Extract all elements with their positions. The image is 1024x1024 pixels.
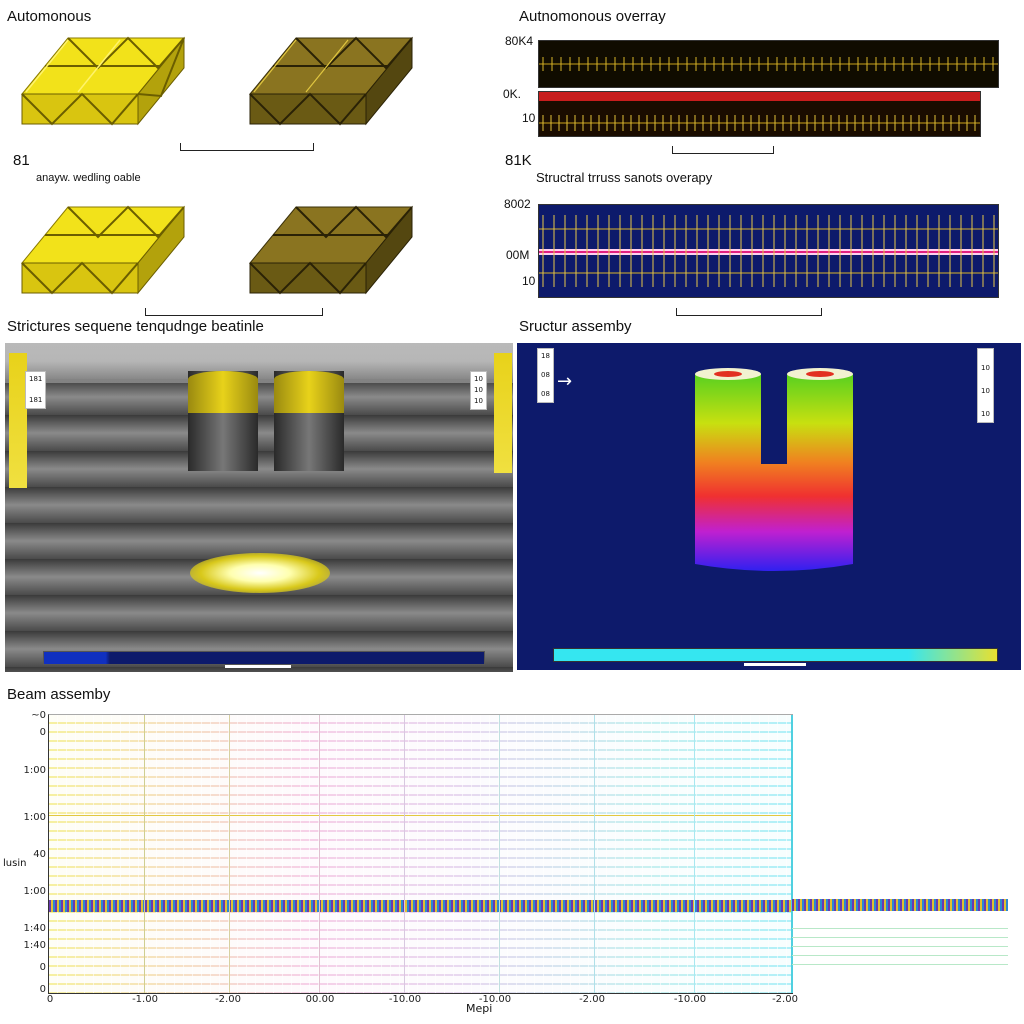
legend-right: 10 10 10 bbox=[977, 348, 994, 423]
arrow-icon: → bbox=[557, 371, 573, 392]
mid-left-title: Strictures sequene tenqudnge beatinle bbox=[7, 318, 264, 335]
strip2-label-1: 8002 bbox=[504, 197, 531, 211]
legend-entry: 10 bbox=[474, 375, 483, 383]
y-tick-label: 1:00 bbox=[23, 765, 46, 776]
chart-xlabel: Mepi bbox=[466, 1002, 493, 1015]
legend-entry: 10 bbox=[474, 397, 483, 405]
heatmap-model bbox=[695, 368, 855, 573]
vgrid bbox=[144, 715, 145, 993]
legend-entry: 08 bbox=[541, 371, 550, 379]
top-right-subtitle: Structral trruss sanots overapy bbox=[536, 170, 713, 185]
x-tick-label: -2.00 bbox=[772, 994, 798, 1005]
signal-strip-1b bbox=[538, 91, 981, 137]
x-tick-label: -10.00 bbox=[673, 994, 707, 1005]
y-tick-label: 1:00 bbox=[23, 886, 46, 897]
x-tick-label: -10.00 bbox=[388, 994, 422, 1005]
y-tick-label: 1:40 bbox=[23, 940, 46, 951]
legend-entry: 181 bbox=[29, 396, 43, 404]
x-tick-label: 0 bbox=[46, 994, 54, 1005]
truss-render-3 bbox=[18, 203, 188, 295]
signal-strip-2 bbox=[538, 204, 999, 298]
legend-entry: 10 bbox=[981, 387, 990, 395]
x-tick-label: -10.00 bbox=[478, 994, 512, 1005]
strip2-label-2: 00M bbox=[506, 248, 530, 262]
x-tick-label: 00.00 bbox=[305, 994, 335, 1005]
y-tick-label: 0 bbox=[39, 962, 46, 973]
render-panel-grey: 181 181 10 10 10 bbox=[5, 343, 513, 672]
x-tick-label: -1.00 bbox=[132, 994, 158, 1005]
top-left-caption: anayw. wedling oable bbox=[36, 172, 141, 184]
y-tick-label: 0 bbox=[39, 727, 46, 738]
legend-entry: 181 bbox=[29, 375, 43, 383]
extension-band bbox=[792, 899, 1008, 911]
scale-bar bbox=[145, 308, 323, 316]
scale-bar bbox=[180, 143, 314, 151]
truss-render-1 bbox=[18, 34, 188, 126]
cylinder-right bbox=[274, 371, 344, 471]
legend-right: 10 10 10 bbox=[470, 371, 487, 410]
truss-render-4 bbox=[246, 203, 416, 295]
signal-trace-1 bbox=[539, 57, 998, 71]
top-left-title: Automonous bbox=[7, 8, 92, 25]
mid-right-title: Sructur assemby bbox=[519, 318, 632, 335]
color-scale-bar bbox=[43, 651, 485, 665]
y-tick-label: 1:00 bbox=[23, 812, 46, 823]
legend-entry: 18 bbox=[541, 352, 550, 360]
plot-area bbox=[48, 714, 793, 994]
scale-bar bbox=[676, 308, 822, 316]
legend-entry: 10 bbox=[474, 386, 483, 394]
signal-trace-2 bbox=[539, 215, 998, 287]
legend-entry: 08 bbox=[541, 390, 550, 398]
x-tick-label: -2.00 bbox=[579, 994, 605, 1005]
legend-left: 18 08 08 bbox=[537, 348, 554, 403]
truss-render-2 bbox=[246, 34, 416, 126]
cylinder-left bbox=[188, 371, 258, 471]
strip1-label-1: 80K4 bbox=[505, 34, 534, 48]
strip1-label-3: 10 bbox=[522, 111, 536, 125]
top-right-title: Autnomonous overray bbox=[519, 8, 666, 25]
chart-ylabel: lusin bbox=[3, 858, 27, 869]
strip1-label-2: 0K. bbox=[503, 87, 522, 101]
strip2-label-3: 10 bbox=[522, 274, 536, 288]
legend-left: 181 181 bbox=[25, 371, 47, 409]
signal-trace-1b bbox=[539, 115, 980, 131]
glow-spot bbox=[190, 553, 330, 593]
signal-strip-1 bbox=[538, 40, 999, 88]
y-tick-label: 40 bbox=[33, 849, 46, 860]
legend-entry: 10 bbox=[981, 364, 990, 372]
y-tick-label: 1:40 bbox=[23, 923, 46, 934]
top-left-side-label: 81 bbox=[13, 152, 30, 169]
legend-entry: 10 bbox=[981, 410, 990, 418]
top-right-section-label: 81K bbox=[505, 152, 532, 169]
render-panel-navy: 18 08 08 → 10 10 10 bbox=[517, 343, 1021, 670]
scale-bar bbox=[672, 146, 774, 154]
color-scale-bar bbox=[553, 648, 998, 662]
y-tick-label: 0 bbox=[39, 984, 46, 995]
x-tick-label: -2.00 bbox=[215, 994, 241, 1005]
chart-title: Beam assemby bbox=[7, 686, 111, 703]
y-tick-label: ~0 bbox=[31, 710, 46, 721]
